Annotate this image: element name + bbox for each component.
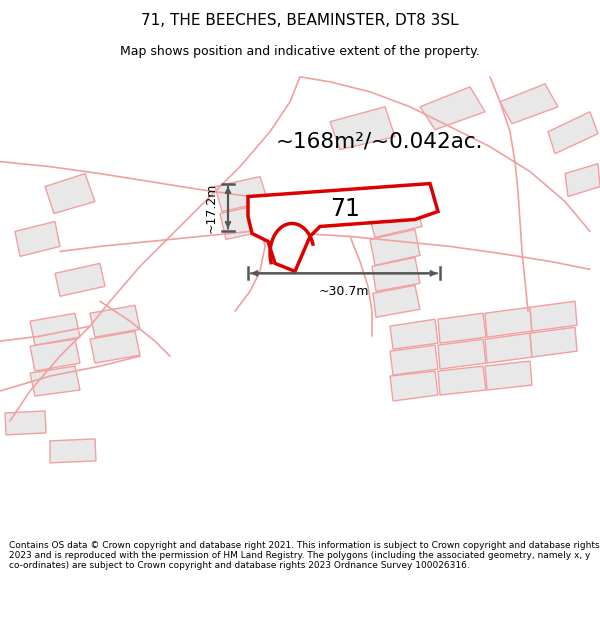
Polygon shape (530, 301, 577, 331)
Polygon shape (438, 313, 486, 343)
Text: ~17.2m: ~17.2m (205, 182, 218, 232)
Polygon shape (500, 84, 558, 124)
Polygon shape (390, 345, 438, 375)
Polygon shape (530, 328, 577, 357)
Polygon shape (220, 204, 272, 239)
Polygon shape (215, 177, 268, 211)
Polygon shape (420, 87, 485, 130)
Polygon shape (90, 331, 140, 363)
Polygon shape (485, 333, 532, 363)
Polygon shape (30, 339, 80, 371)
Polygon shape (15, 221, 60, 256)
Polygon shape (30, 366, 80, 396)
Polygon shape (438, 339, 486, 369)
Polygon shape (370, 229, 420, 266)
Polygon shape (368, 199, 422, 238)
Text: Map shows position and indicative extent of the property.: Map shows position and indicative extent… (120, 44, 480, 58)
Polygon shape (45, 174, 95, 214)
Polygon shape (50, 439, 96, 463)
Text: ~30.7m: ~30.7m (319, 285, 369, 298)
Text: Contains OS data © Crown copyright and database right 2021. This information is : Contains OS data © Crown copyright and d… (9, 541, 599, 571)
Polygon shape (372, 258, 420, 291)
Polygon shape (30, 313, 80, 345)
Polygon shape (438, 366, 486, 395)
Text: 71: 71 (330, 196, 360, 221)
Polygon shape (565, 164, 600, 196)
Text: ~168m²/~0.042ac.: ~168m²/~0.042ac. (276, 132, 484, 152)
Polygon shape (248, 184, 438, 271)
Polygon shape (390, 371, 438, 401)
Polygon shape (485, 361, 532, 390)
Polygon shape (90, 305, 140, 337)
Polygon shape (5, 411, 46, 435)
Polygon shape (485, 308, 532, 337)
Polygon shape (390, 319, 438, 349)
Text: 71, THE BEECHES, BEAMINSTER, DT8 3SL: 71, THE BEECHES, BEAMINSTER, DT8 3SL (141, 13, 459, 28)
Polygon shape (373, 285, 420, 318)
Polygon shape (330, 107, 395, 149)
Polygon shape (55, 263, 105, 296)
Polygon shape (548, 112, 598, 154)
